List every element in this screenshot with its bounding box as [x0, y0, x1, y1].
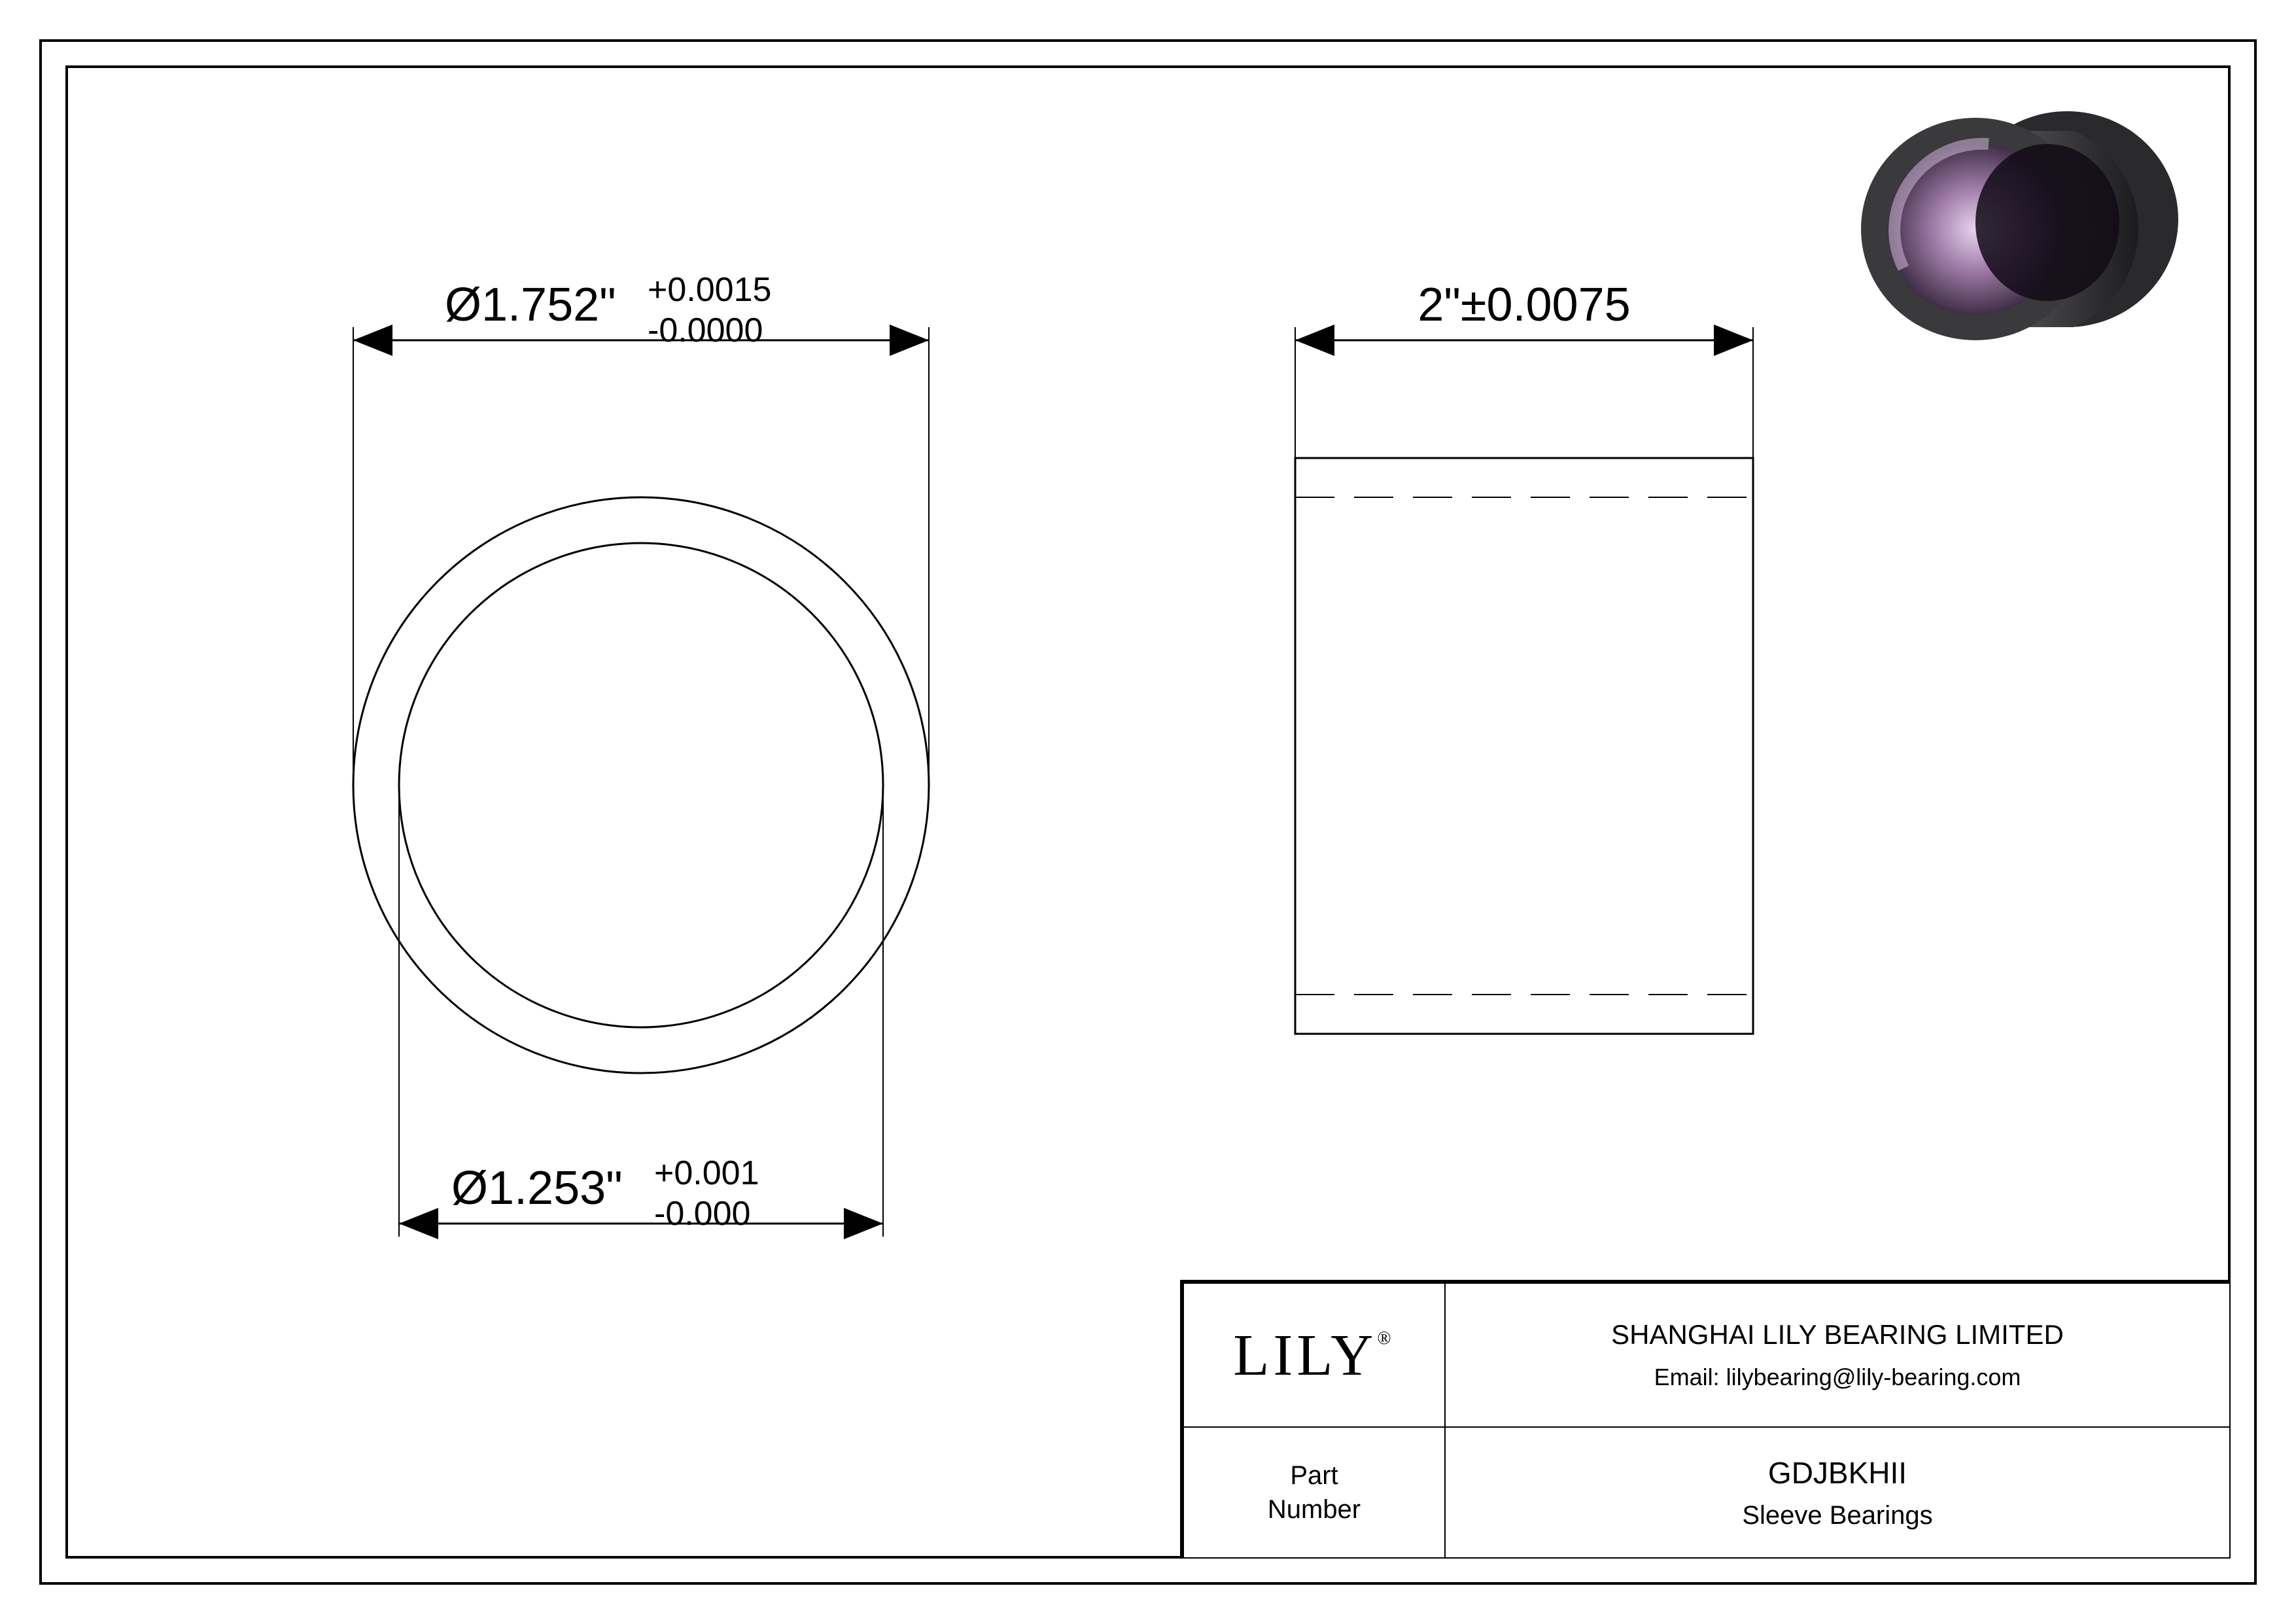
company-email: Email: lilybearing@lily-bearing.com [1472, 1364, 2203, 1391]
bearing-3d-render [1851, 105, 2191, 353]
part-desc: Sleeve Bearings [1472, 1501, 2203, 1530]
part-label-line1: Part [1210, 1458, 1418, 1492]
logo-reg: ® [1377, 1328, 1395, 1349]
part-label-line2: Number [1210, 1492, 1418, 1527]
svg-text:2"±0.0075: 2"±0.0075 [1418, 279, 1630, 331]
logo-cell: LILY® [1183, 1283, 1445, 1427]
svg-text:Ø1.752": Ø1.752" [445, 279, 616, 331]
company-cell: SHANGHAI LILY BEARING LIMITED Email: lil… [1445, 1283, 2230, 1427]
svg-text:+0.001: +0.001 [654, 1154, 759, 1192]
part-number: GDJBKHII [1472, 1455, 2203, 1491]
svg-text:Ø1.253": Ø1.253" [451, 1162, 623, 1214]
title-block: LILY® SHANGHAI LILY BEARING LIMITED Emai… [1180, 1280, 2231, 1559]
part-value-cell: GDJBKHII Sleeve Bearings [1445, 1427, 2230, 1558]
svg-text:-0.000: -0.000 [654, 1195, 750, 1233]
logo-text: LILY [1233, 1323, 1377, 1388]
company-name: SHANGHAI LILY BEARING LIMITED [1472, 1319, 2203, 1350]
svg-text:-0.0000: -0.0000 [648, 311, 763, 349]
svg-text:+0.0015: +0.0015 [648, 271, 771, 309]
part-label-cell: Part Number [1183, 1427, 1445, 1558]
